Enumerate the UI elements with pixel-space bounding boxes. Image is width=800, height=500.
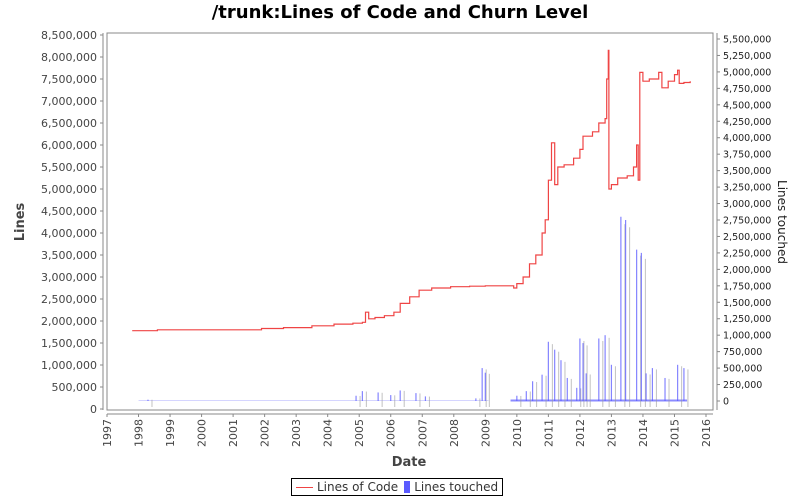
y-tick-label: 5,500,000 <box>41 161 97 174</box>
y-tick-label: 3,000,000 <box>41 271 97 284</box>
y-tick-label: 8,500,000 <box>41 29 97 42</box>
y2-tick-label: 1,250,000 <box>723 314 771 325</box>
y2-tick-label: 4,500,000 <box>723 100 771 111</box>
x-tick-label: 1998 <box>133 419 146 447</box>
y2-tick-label: 5,250,000 <box>723 51 771 62</box>
x-tick-label: 1997 <box>101 419 114 447</box>
x-tick-label: 1999 <box>164 419 177 447</box>
y-tick-label: 5,000,000 <box>41 183 97 196</box>
y-tick-label: 4,000,000 <box>41 227 97 240</box>
legend-item-lines-touched: Lines touched <box>414 480 499 494</box>
y2-tick-label: 1,750,000 <box>723 281 771 292</box>
y2-tick-label: 4,250,000 <box>723 117 771 128</box>
y-tick-label: 1,000,000 <box>41 359 97 372</box>
y2-tick-label: 3,250,000 <box>723 183 771 194</box>
x-tick-label: 2016 <box>700 419 713 447</box>
chart-title: /trunk:Lines of Code and Churn Level <box>211 2 589 23</box>
x-tick-label: 2008 <box>448 419 461 447</box>
x-axis: 1997 1998 1999 2000 2001 2002 2003 2004 2005 2006… <box>101 413 713 447</box>
y2-tick-label: 250,000 <box>723 380 762 391</box>
x-tick-label: 2010 <box>511 419 524 447</box>
y2-tick-label: 3,750,000 <box>723 150 771 161</box>
x-tick-label: 2001 <box>227 419 240 447</box>
y2-axis-title: Lines touched <box>775 180 789 264</box>
x-tick-label: 2011 <box>542 419 555 447</box>
x-tick-label: 2004 <box>322 419 335 447</box>
y-tick-label: 1,500,000 <box>41 337 97 350</box>
y-tick-label: 500,000 <box>52 381 98 394</box>
y-tick-label: 6,500,000 <box>41 117 97 130</box>
lines-touched-series <box>138 216 689 407</box>
y-tick-label: 6,000,000 <box>41 139 97 152</box>
x-tick-label: 2012 <box>574 419 587 447</box>
x-tick-label: 2000 <box>196 419 209 447</box>
right-y-axis: 0 250,000 500,000 750,000 1,000,000 1,250,000… <box>716 33 771 410</box>
y2-tick-label: 0 <box>723 397 729 408</box>
x-tick-label: 2013 <box>605 419 618 447</box>
y2-tick-label: 5,500,000 <box>723 35 771 46</box>
y2-tick-label: 1,000,000 <box>723 331 771 342</box>
y2-tick-label: 5,000,000 <box>723 67 771 78</box>
x-tick-label: 2002 <box>259 419 272 447</box>
left-y-axis: 0 500,000 1,000,000 1,500,000 2,000,000 2,500… <box>41 29 104 416</box>
y2-tick-label: 4,750,000 <box>723 84 771 95</box>
x-tick-label: 2005 <box>353 419 366 447</box>
y2-tick-label: 500,000 <box>723 364 762 375</box>
y2-tick-label: 750,000 <box>723 347 762 358</box>
plot-area <box>106 32 714 411</box>
legend-line-swatch-icon <box>296 486 313 488</box>
legend: Lines of Code Lines touched <box>291 478 504 496</box>
y2-tick-label: 3,500,000 <box>723 166 771 177</box>
y-axis-title: Lines <box>13 202 28 241</box>
y-tick-label: 8,000,000 <box>41 51 97 64</box>
y2-tick-label: 4,000,000 <box>723 133 771 144</box>
legend-bar-swatch-icon <box>404 481 411 493</box>
y-tick-label: 7,500,000 <box>41 73 97 86</box>
y-tick-label: 0 <box>90 403 97 416</box>
y2-tick-label: 2,000,000 <box>723 265 771 276</box>
lines-of-code-series <box>132 49 691 332</box>
legend-item-lines-of-code: Lines of Code <box>317 480 399 494</box>
y-tick-label: 4,500,000 <box>41 205 97 218</box>
x-tick-label: 2009 <box>479 419 492 447</box>
y2-tick-label: 1,500,000 <box>723 298 771 309</box>
x-tick-label: 2007 <box>416 419 429 447</box>
y2-tick-label: 2,250,000 <box>723 248 771 259</box>
y-tick-label: 7,000,000 <box>41 95 97 108</box>
x-axis-title: Date <box>392 455 427 470</box>
x-tick-label: 2003 <box>290 419 303 447</box>
y2-tick-label: 3,000,000 <box>723 199 771 210</box>
x-tick-label: 2015 <box>668 419 681 447</box>
y2-tick-label: 2,750,000 <box>723 216 771 227</box>
y-tick-label: 2,000,000 <box>41 315 97 328</box>
y2-tick-label: 2,500,000 <box>723 232 771 243</box>
x-tick-label: 2014 <box>637 419 650 447</box>
y-tick-label: 2,500,000 <box>41 293 97 306</box>
y-tick-label: 3,500,000 <box>41 249 97 262</box>
x-tick-label: 2006 <box>385 419 398 447</box>
